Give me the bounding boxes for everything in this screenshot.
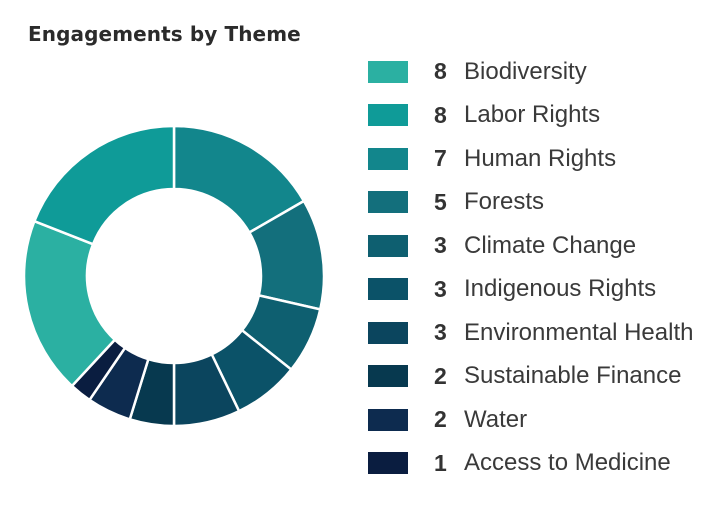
legend-label: Access to Medicine	[464, 449, 671, 477]
legend-count: 8	[434, 58, 447, 85]
legend-count: 2	[434, 406, 447, 433]
legend-count: 3	[434, 319, 447, 346]
legend-count: 7	[434, 145, 447, 172]
legend-count: 8	[434, 101, 447, 128]
legend-label: Labor Rights	[464, 101, 601, 129]
legend-item: 2 Sustainable Finance	[368, 355, 693, 399]
legend-item: 3 Indigenous Rights	[368, 268, 693, 312]
legend-item: 3 Climate Change	[368, 224, 693, 268]
chart-legend: 8 Biodiversity 8 Labor Rights 7 Human Rights 5…	[368, 50, 693, 485]
legend-label: Climate Change	[464, 231, 637, 259]
legend-count: 1	[434, 449, 447, 476]
legend-item: 7 Human Rights	[368, 137, 693, 181]
legend-swatch	[368, 278, 408, 301]
legend-swatch	[368, 60, 408, 83]
legend-item: 3 Environmental Health	[368, 311, 693, 355]
legend-item: 8 Labor Rights	[368, 94, 693, 138]
legend-count: 5	[434, 188, 447, 215]
legend-swatch	[368, 234, 408, 257]
legend-swatch	[368, 147, 408, 170]
legend-item: 5 Forests	[368, 181, 693, 225]
legend-label: Biodiversity	[464, 57, 587, 85]
legend-label: Water	[464, 405, 528, 433]
chart-title: Engagements by Theme	[28, 22, 301, 46]
legend-count: 2	[434, 362, 447, 389]
legend-label: Indigenous Rights	[464, 275, 657, 303]
legend-label: Environmental Health	[464, 318, 694, 346]
legend-item: 2 Water	[368, 398, 693, 442]
legend-swatch	[368, 408, 408, 431]
legend-label: Human Rights	[464, 144, 617, 172]
legend-label: Sustainable Finance	[464, 362, 682, 390]
legend-swatch	[368, 104, 408, 127]
donut-slice-labor-rights	[32, 124, 176, 246]
legend-count: 3	[434, 232, 447, 259]
legend-item: 1 Access to Medicine	[368, 442, 693, 486]
legend-swatch	[368, 191, 408, 214]
donut-chart	[22, 124, 326, 428]
legend-label: Forests	[464, 188, 545, 216]
legend-count: 3	[434, 275, 447, 302]
legend-swatch	[368, 452, 408, 475]
legend-item: 8 Biodiversity	[368, 50, 693, 94]
legend-swatch	[368, 321, 408, 344]
legend-swatch	[368, 365, 408, 388]
